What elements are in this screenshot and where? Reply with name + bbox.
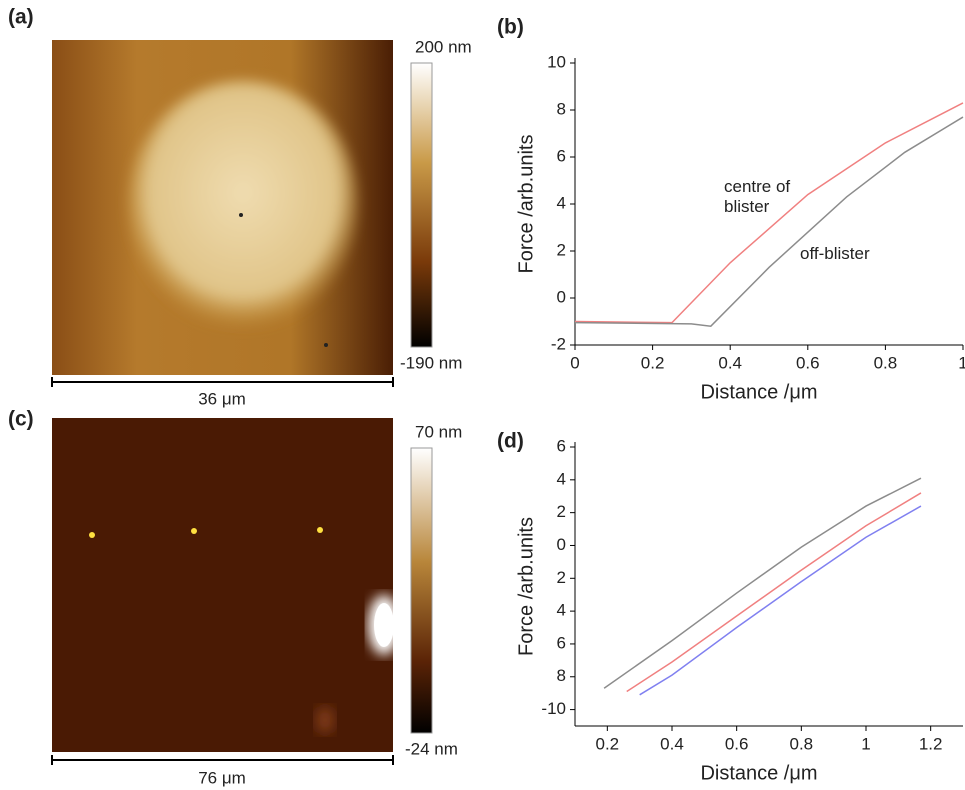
y-tick-label: 0 — [557, 535, 566, 554]
x-tick-label: 1.2 — [919, 734, 943, 753]
x-tick-label: 0.8 — [874, 353, 898, 372]
panel-label: (b) — [497, 16, 524, 39]
x-tick-label: 0 — [570, 353, 579, 372]
blob — [374, 603, 394, 647]
scale-min: -190 nm — [400, 353, 462, 372]
x-tick-label: 0.2 — [596, 734, 620, 753]
y-tick-label: -2 — [551, 334, 566, 353]
scale-max: 200 nm — [415, 37, 472, 56]
y-tick-label: 8 — [557, 666, 566, 685]
y-axis-title: Force /arb.units — [515, 517, 537, 656]
y-tick-label: 4 — [557, 469, 566, 488]
y-axis-title: Force /arb.units — [515, 135, 537, 274]
x-axis-title: Distance /μm — [700, 381, 817, 403]
colorbar — [410, 62, 433, 348]
line-series — [603, 477, 922, 689]
probe-point — [191, 528, 197, 534]
y-tick-label: 4 — [557, 601, 566, 620]
annotation: off-blister — [800, 244, 870, 263]
blister — [128, 80, 358, 330]
scale-bar-label: 76 μm — [198, 768, 246, 787]
y-tick-label: -10 — [541, 699, 566, 718]
x-tick-label: 1 — [958, 353, 965, 372]
x-tick-label: 0.8 — [790, 734, 814, 753]
scale-max: 70 nm — [415, 422, 462, 441]
y-tick-label: 10 — [547, 52, 566, 71]
y-tick-label: 6 — [557, 436, 566, 455]
x-axis-title: Distance /μm — [700, 762, 817, 784]
line-series — [626, 492, 922, 693]
x-tick-label: 0.6 — [725, 734, 749, 753]
scale-bar-label: 36 μm — [198, 389, 246, 408]
probe-point — [89, 532, 95, 538]
probe-point — [239, 213, 243, 217]
y-tick-label: 0 — [557, 287, 566, 306]
line-series — [639, 505, 922, 696]
line-series — [574, 102, 964, 324]
panel-label: (d) — [497, 430, 524, 453]
y-tick-label: 6 — [557, 146, 566, 165]
line-series — [574, 116, 964, 327]
x-tick-label: 0.4 — [718, 353, 742, 372]
probe-point — [324, 343, 328, 347]
colorbar — [410, 447, 433, 734]
x-tick-label: 0.2 — [641, 353, 665, 372]
y-tick-label: 2 — [557, 502, 566, 521]
annotation: centre of blister — [724, 177, 791, 216]
panel-label: (c) — [8, 408, 34, 431]
y-tick-label: 6 — [557, 633, 566, 652]
y-tick-label: 4 — [557, 193, 566, 212]
probe-point — [317, 527, 323, 533]
blob — [315, 706, 335, 734]
x-tick-label: 0.4 — [660, 734, 684, 753]
afm-image — [52, 418, 393, 752]
x-tick-label: 1 — [861, 734, 870, 753]
y-tick-label: 2 — [557, 240, 566, 259]
panel-label: (a) — [8, 6, 34, 29]
y-tick-label: 8 — [557, 99, 566, 118]
y-tick-label: 2 — [557, 568, 566, 587]
scale-min: -24 nm — [405, 739, 458, 758]
x-tick-label: 0.6 — [796, 353, 820, 372]
